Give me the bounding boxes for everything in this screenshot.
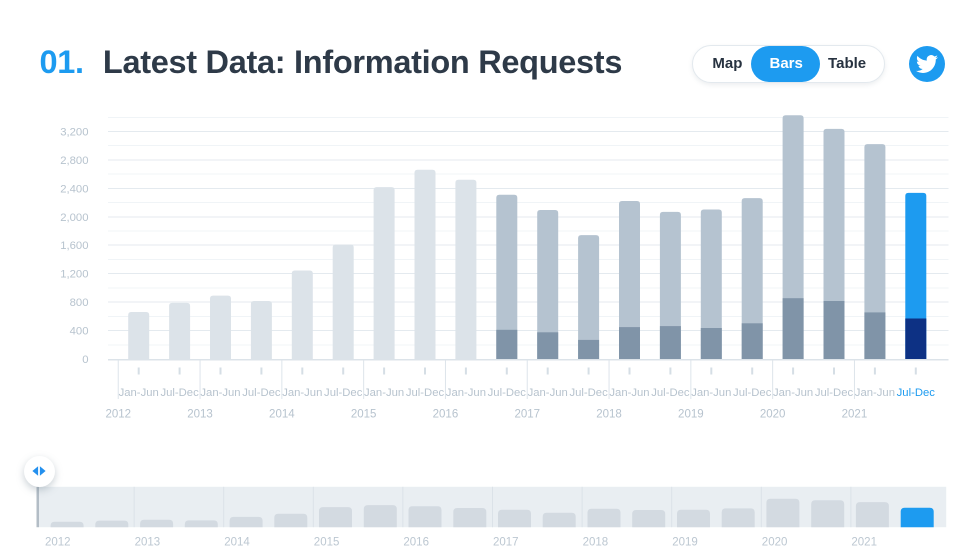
- svg-text:Jul-Dec: Jul-Dec: [324, 387, 363, 399]
- svg-text:Jul-Dec: Jul-Dec: [242, 387, 281, 399]
- svg-text:Jan-Jun: Jan-Jun: [119, 387, 159, 399]
- svg-text:2,800: 2,800: [60, 155, 88, 167]
- svg-text:Jul-Dec: Jul-Dec: [160, 387, 199, 399]
- svg-text:2019: 2019: [678, 409, 704, 421]
- svg-text:2021: 2021: [842, 409, 868, 421]
- svg-text:Jan-Jun: Jan-Jun: [200, 387, 240, 399]
- svg-text:2017: 2017: [493, 537, 519, 549]
- svg-text:2016: 2016: [433, 409, 459, 421]
- svg-text:800: 800: [70, 297, 89, 309]
- svg-text:2,400: 2,400: [60, 183, 88, 195]
- svg-text:Jan-Jun: Jan-Jun: [855, 387, 895, 399]
- svg-text:2018: 2018: [596, 409, 622, 421]
- svg-text:2,000: 2,000: [60, 212, 88, 224]
- svg-text:Jul-Dec: Jul-Dec: [651, 387, 690, 399]
- svg-text:2015: 2015: [351, 409, 377, 421]
- svg-text:2020: 2020: [762, 537, 788, 549]
- svg-text:400: 400: [70, 326, 89, 338]
- svg-text:2017: 2017: [514, 409, 540, 421]
- svg-text:Jul-Dec: Jul-Dec: [569, 387, 608, 399]
- svg-text:Jul-Dec: Jul-Dec: [897, 387, 936, 399]
- svg-text:Jan-Jun: Jan-Jun: [609, 387, 649, 399]
- svg-text:2014: 2014: [269, 409, 295, 421]
- svg-text:2012: 2012: [45, 537, 71, 549]
- svg-text:Jan-Jun: Jan-Jun: [446, 387, 486, 399]
- svg-text:2013: 2013: [135, 537, 161, 549]
- svg-text:0: 0: [82, 354, 88, 366]
- svg-text:Jul-Dec: Jul-Dec: [488, 387, 527, 399]
- svg-text:2020: 2020: [760, 409, 786, 421]
- svg-text:1,200: 1,200: [60, 269, 88, 281]
- svg-text:Jan-Jun: Jan-Jun: [364, 387, 404, 399]
- svg-text:2014: 2014: [224, 537, 250, 549]
- svg-text:3,200: 3,200: [60, 127, 88, 139]
- svg-text:2015: 2015: [314, 537, 340, 549]
- svg-text:Jul-Dec: Jul-Dec: [406, 387, 445, 399]
- svg-text:2019: 2019: [672, 537, 698, 549]
- svg-text:Jan-Jun: Jan-Jun: [773, 387, 813, 399]
- svg-text:Jul-Dec: Jul-Dec: [815, 387, 854, 399]
- svg-text:Jul-Dec: Jul-Dec: [733, 387, 772, 399]
- svg-text:2021: 2021: [851, 537, 877, 549]
- svg-text:2018: 2018: [583, 537, 609, 549]
- svg-text:Jan-Jun: Jan-Jun: [691, 387, 731, 399]
- svg-text:2016: 2016: [403, 537, 429, 549]
- svg-text:Jan-Jun: Jan-Jun: [528, 387, 568, 399]
- svg-text:2012: 2012: [105, 409, 131, 421]
- svg-text:2013: 2013: [187, 409, 213, 421]
- svg-text:Jan-Jun: Jan-Jun: [282, 387, 322, 399]
- svg-text:1,600: 1,600: [60, 240, 88, 252]
